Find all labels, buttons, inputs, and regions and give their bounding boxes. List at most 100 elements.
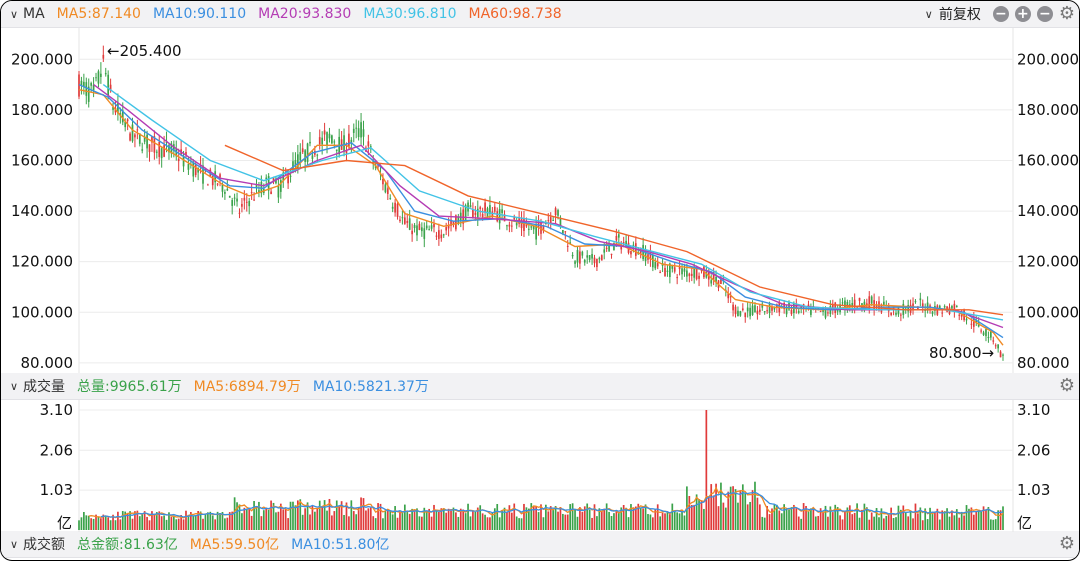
volume-bar [501, 510, 503, 530]
candle-body [258, 190, 260, 192]
candle-body [112, 107, 114, 110]
volume-bar [369, 507, 372, 530]
volume-bar [350, 500, 353, 530]
candle-body [95, 77, 97, 79]
candle-body [540, 221, 542, 234]
volume-chart[interactable]: 3.10 3.10 2.06 2.06 1.03 1.03 亿 亿 [1, 400, 1079, 532]
chevron-down-icon[interactable]: ∨ [9, 379, 19, 393]
volume-bar [489, 517, 491, 530]
volume-bar [311, 505, 314, 530]
volume-bar [844, 510, 846, 530]
volume-bar [211, 515, 214, 530]
volume-bar [596, 516, 598, 530]
plus-icon[interactable]: + [1014, 6, 1031, 22]
volume-bar [693, 504, 696, 530]
candle-body [710, 280, 713, 284]
volume-bar [396, 517, 399, 530]
volume-bar [746, 504, 749, 530]
volume-bar [705, 410, 708, 530]
volume-bar [97, 516, 100, 530]
candle-body [836, 309, 839, 312]
candle-body [712, 272, 715, 280]
gear-icon[interactable]: ⚙ [1058, 375, 1075, 396]
volume-bar [279, 503, 282, 530]
volume-ma5-line [88, 486, 1004, 519]
candle-body [447, 225, 450, 229]
candle-body [807, 304, 810, 307]
adjust-dropdown[interactable]: 前复权 [938, 7, 981, 23]
candle-body [506, 225, 508, 227]
remove-icon[interactable]: − [1036, 6, 1053, 22]
volume-bar [581, 511, 584, 530]
volume-bar [807, 511, 810, 530]
candle-body [542, 225, 545, 231]
minus-icon[interactable]: − [992, 6, 1009, 22]
candle-body [250, 192, 253, 194]
candle-body [997, 344, 999, 349]
price-tick-label-left: 160.000 [11, 151, 73, 169]
volume-bar [622, 505, 625, 530]
volume-bar [474, 511, 477, 530]
volume-bar [464, 513, 467, 530]
candle-body [331, 135, 333, 144]
volume-bar [839, 515, 841, 530]
high-annotation: ←205.400 [107, 42, 182, 60]
candle-body [574, 261, 576, 264]
candle-body [498, 209, 501, 224]
volume-bar [506, 511, 508, 530]
candle-body [596, 258, 598, 268]
volume-bar [510, 512, 513, 530]
candle-body [440, 234, 443, 239]
volume-tick-label-left: 1.03 [40, 481, 73, 499]
candle-body [343, 135, 345, 152]
volume-bar [80, 517, 83, 530]
price-tick-label-right: 100.000 [1017, 303, 1079, 321]
candle-body [788, 302, 790, 310]
volume-bar [829, 506, 832, 530]
volume-bar [593, 504, 596, 530]
volume-bar [95, 514, 97, 530]
volume-bar [131, 518, 134, 530]
volume-bar [717, 506, 720, 530]
candle-body [846, 301, 849, 308]
amount-ma5: MA5:59.50亿 [189, 537, 280, 553]
volume-bar [632, 507, 635, 530]
volume-bar [394, 506, 396, 530]
price-chart[interactable]: 200.000 200.000 180.000 180.000 160.000 160.0… [1, 28, 1079, 373]
candle-body [917, 306, 919, 311]
volume-bar [588, 509, 591, 530]
candle-body [741, 308, 744, 311]
volume-bar [758, 504, 761, 530]
candle-body [177, 158, 180, 162]
candle-body [622, 241, 625, 244]
candle-body [435, 235, 438, 237]
gear-icon[interactable]: ⚙ [1058, 533, 1075, 554]
candle-body [941, 312, 944, 314]
volume-bar [117, 511, 119, 530]
volume-bar [382, 518, 384, 530]
gear-icon[interactable]: ⚙ [1058, 3, 1075, 24]
ma5-value: MA5:87.140 [56, 6, 141, 22]
chevron-down-icon[interactable]: ∨ [9, 7, 19, 21]
volume-bar [564, 514, 567, 530]
amount-ma10: MA10:51.80亿 [291, 537, 390, 553]
candle-body [384, 184, 387, 193]
chevron-down-icon[interactable]: ∨ [9, 537, 19, 551]
adjust-chevron-icon[interactable]: ∨ [924, 7, 933, 21]
candle-body [411, 230, 413, 235]
volume-bar [951, 510, 953, 530]
candle-body [406, 220, 409, 223]
candle-body [153, 136, 156, 153]
candle-body [598, 257, 601, 260]
candle-body [168, 145, 170, 153]
candle-body [231, 200, 234, 206]
candle-body [357, 128, 360, 137]
volume-bar [148, 520, 151, 530]
volume-bar [936, 508, 939, 530]
volume-bar [841, 519, 844, 530]
volume-bar [727, 491, 730, 530]
candle-body [243, 197, 246, 201]
candle-body [219, 174, 221, 178]
volume-bar [138, 516, 141, 530]
volume-bar [423, 507, 426, 530]
